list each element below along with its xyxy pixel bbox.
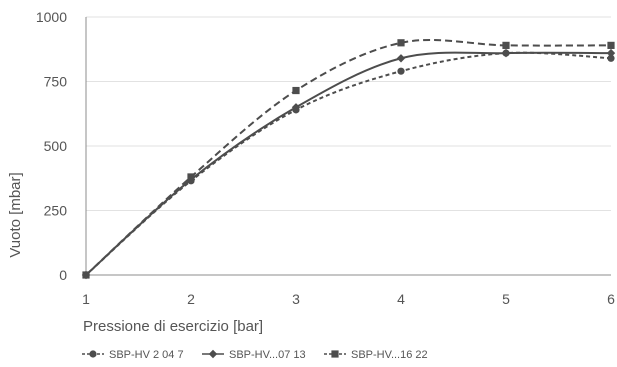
- legend: SBP-HV 2 04 7 SBP-HV...07 13 SBP-HV...16 2…: [82, 349, 428, 361]
- series-line: [85, 51, 612, 276]
- legend-marker: [89, 350, 97, 358]
- data-point: [502, 41, 510, 49]
- series-line: [85, 51, 612, 276]
- data-point: [607, 54, 615, 62]
- data-point: [187, 173, 195, 181]
- data-point: [607, 41, 615, 49]
- axes: [85, 17, 611, 276]
- series-2: [81, 48, 616, 280]
- data-point: [606, 48, 616, 58]
- legend-entry: SBP-HV 2 04 7: [82, 349, 184, 361]
- series-1: [82, 49, 615, 279]
- series-3: [82, 38, 615, 279]
- data-point: [397, 67, 405, 75]
- legend-marker: [331, 350, 339, 358]
- gridlines: [86, 16, 611, 211]
- legend-label: SBP-HV 2 04 7: [109, 349, 184, 361]
- data-point: [396, 54, 406, 63]
- x-tick-label: 3: [292, 291, 300, 307]
- x-tick-label: 2: [187, 291, 195, 307]
- series-group: [81, 38, 616, 280]
- legend-marker: [208, 349, 218, 359]
- x-axis-title: Pressione di esercizio [bar]: [83, 318, 263, 335]
- legend-label: SBP-HV...07 13: [229, 349, 306, 361]
- x-tick-label: 5: [502, 291, 510, 307]
- tick-labels: 0 250 500 750 1000 1 2 3 4 5 6: [36, 9, 615, 307]
- data-point: [501, 48, 511, 58]
- y-tick-label: 750: [44, 74, 68, 90]
- legend-entry: SBP-HV...16 22: [324, 349, 428, 361]
- data-point: [82, 271, 90, 279]
- x-tick-label: 1: [82, 291, 90, 307]
- y-axis-title: Vuoto [mbar]: [7, 172, 24, 257]
- x-tick-label: 6: [607, 291, 615, 307]
- y-tick-label: 1000: [36, 9, 67, 25]
- legend-label: SBP-HV...16 22: [351, 349, 428, 361]
- data-point: [397, 39, 405, 47]
- data-point: [292, 86, 300, 95]
- series-line: [85, 38, 612, 276]
- y-tick-label: 250: [44, 203, 68, 219]
- legend-entry: SBP-HV...07 13: [202, 349, 306, 361]
- x-tick-label: 4: [397, 291, 405, 307]
- data-point: [291, 103, 301, 112]
- y-tick-label: 0: [59, 267, 67, 283]
- y-tick-label: 500: [44, 138, 68, 154]
